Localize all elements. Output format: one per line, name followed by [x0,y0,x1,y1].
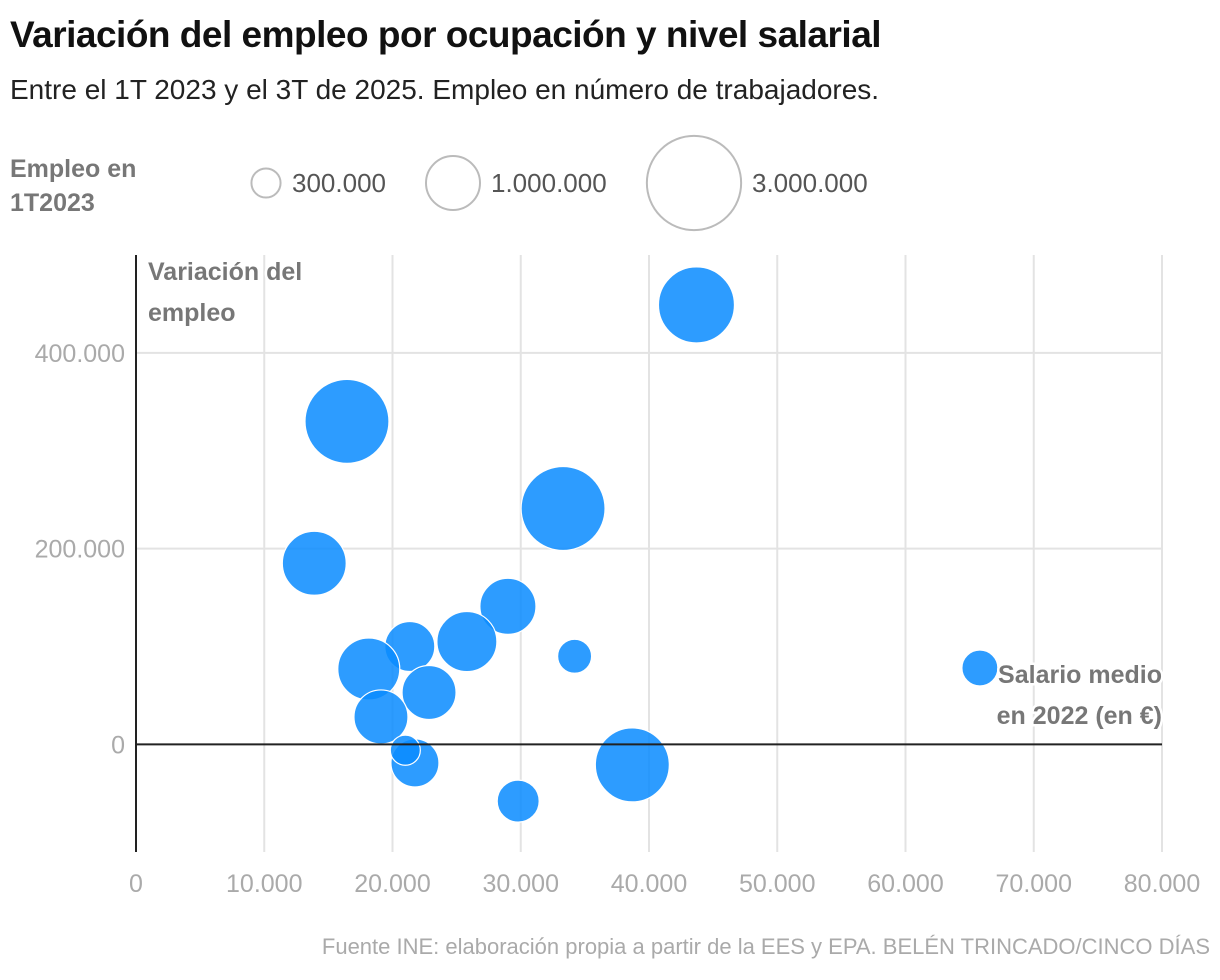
bubble [657,266,736,344]
bubble [557,638,593,674]
x-tick-label: 80.000 [1124,870,1200,898]
bubble [496,779,540,823]
size-legend-circle [645,134,743,232]
y-tick-label: 400.000 [35,340,125,368]
x-tick-label: 70.000 [996,870,1072,898]
axes: 0 10.000 20.000 30.000 40.000 50.000 60.000 70.… [35,255,1200,898]
size-legend-label: 3.000.000 [752,168,868,198]
bubble [304,378,390,464]
y-tick-label: 0 [111,731,125,759]
x-tick-label: 40.000 [611,870,687,898]
x-axis-label-line: Salario medio [998,661,1162,689]
y-tick-label: 200.000 [35,536,125,564]
source-note: Fuente INE: elaboración propia a partir … [321,934,1210,959]
x-tick-label: 20.000 [354,870,430,898]
bubble [436,610,498,673]
x-tick-label: 50.000 [739,870,815,898]
size-legend-title-line: 1T2023 [10,189,95,217]
bubble [389,734,421,766]
y-axis-label-line: Variación del [148,258,302,286]
bubble [337,637,401,701]
bubble [479,577,537,635]
bubble [401,664,457,721]
size-legend: 300.000 1.000.000 3.000.000 [250,134,868,232]
size-legend-label: 1.000.000 [491,168,607,198]
bubble [594,727,670,803]
bubble [281,530,347,596]
bubble [961,649,999,687]
x-axis-label-line: en 2022 (en €) [997,702,1162,730]
size-legend-label: 300.000 [292,168,386,198]
size-legend-title-line: Empleo en [10,155,137,183]
x-tick-label: 30.000 [483,870,559,898]
y-axis-label-line: empleo [148,299,236,327]
size-legend-circle [425,155,481,211]
bubbles [281,266,999,823]
chart-title: Variación del empleo por ocupación y niv… [10,14,882,55]
x-tick-label: 60.000 [867,870,943,898]
x-tick-label: 0 [129,870,143,898]
x-tick-label: 10.000 [226,870,302,898]
size-legend-title: Empleo en 1T2023 [10,152,136,220]
bubble [520,465,606,552]
chart-subtitle: Entre el 1T 2023 y el 3T de 2025. Empleo… [10,74,880,105]
size-legend-circle [250,167,282,199]
